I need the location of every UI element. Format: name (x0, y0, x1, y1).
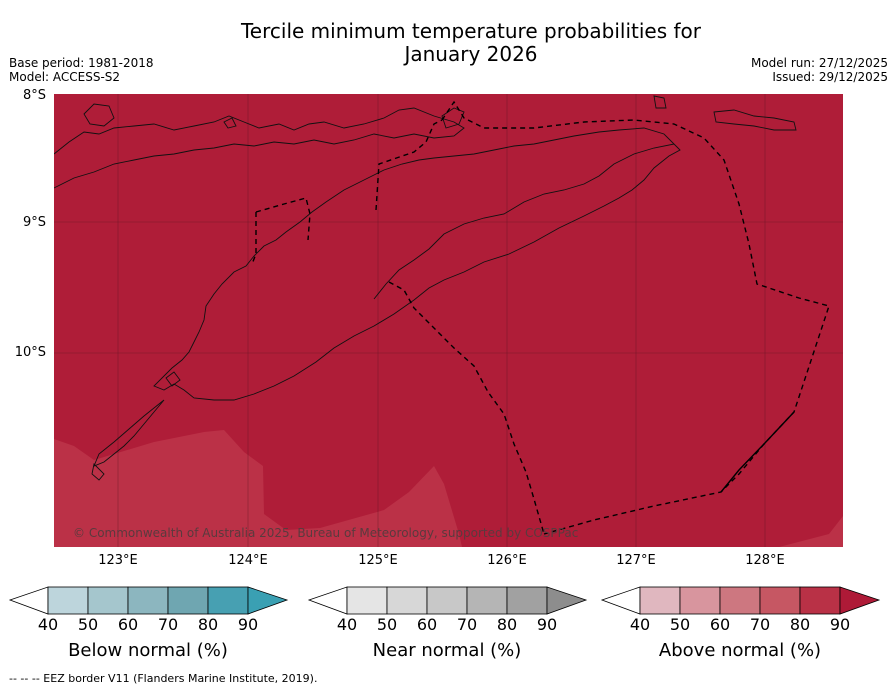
near-normal-label: Near normal (%) (372, 640, 522, 661)
near-swatch-50 (386, 586, 428, 615)
below-tick-60: 60 (117, 615, 139, 634)
map-svg (54, 94, 843, 547)
above-swatch-60 (719, 586, 761, 615)
lon-label-124e: 124°E (228, 553, 268, 568)
eez-border (251, 100, 830, 535)
lon-label-125e: 125°E (358, 553, 398, 568)
above-swatch-50 (679, 586, 721, 615)
above-tick-40: 40 (629, 615, 651, 634)
title-line-1: Tercile minimum temperature probabilitie… (240, 19, 702, 43)
above-tick-80: 80 (789, 615, 811, 634)
near-tick-40: 40 (336, 615, 358, 634)
near-tick-90: 90 (536, 615, 558, 634)
colorbar-above-normal (600, 586, 881, 615)
above-swatch-70 (759, 586, 801, 615)
near-tick-80: 80 (496, 615, 518, 634)
above-swatch-80 (799, 586, 841, 615)
below-swatch-70 (167, 586, 209, 615)
above-normal-80-region-west (54, 430, 462, 547)
eez-footnote: -- -- -- EEZ border V11 (Flanders Marine… (9, 672, 318, 685)
map-title: Tercile minimum temperature probabilitie… (0, 20, 896, 66)
below-swatch-40 (47, 586, 89, 615)
eez-border-solid (720, 411, 795, 493)
near-swatch-80 (506, 586, 548, 615)
near-tick-70: 70 (456, 615, 478, 634)
meta-right: Model run: 27/12/2025 Issued: 29/12/2025 (751, 56, 888, 84)
below-swatch-50 (87, 586, 129, 615)
title-line-2: January 2026 (404, 42, 538, 66)
lat-label-10s: 10°S (14, 345, 46, 360)
below-tick-90: 90 (237, 615, 259, 634)
lon-label-128e: 128°E (745, 553, 785, 568)
below-tick-70: 70 (157, 615, 179, 634)
model-name: Model: ACCESS-S2 (9, 70, 121, 84)
meta-left: Base period: 1981-2018 Model: ACCESS-S2 (9, 56, 154, 84)
above-tick-50: 50 (669, 615, 691, 634)
base-period: Base period: 1981-2018 (9, 56, 154, 70)
below-swatch-80 (207, 586, 249, 615)
near-tick-50: 50 (376, 615, 398, 634)
below-swatch-60 (127, 586, 169, 615)
coastlines (54, 95, 797, 481)
issued-date: Issued: 29/12/2025 (772, 70, 888, 84)
above-tick-90: 90 (829, 615, 851, 634)
below-normal-label: Below normal (%) (68, 640, 228, 661)
lat-label-9s: 9°S (22, 215, 46, 230)
lon-label-127e: 127°E (616, 553, 656, 568)
below-tick-50: 50 (77, 615, 99, 634)
above-tick-70: 70 (749, 615, 771, 634)
copyright-notice: © Commonwealth of Australia 2025, Bureau… (73, 526, 579, 540)
lat-label-8s: 8°S (22, 88, 46, 103)
below-tick-40: 40 (37, 615, 59, 634)
above-normal-label: Above normal (%) (658, 640, 822, 661)
below-tick-80: 80 (197, 615, 219, 634)
above-tick-60: 60 (709, 615, 731, 634)
model-run: Model run: 27/12/2025 (750, 56, 888, 70)
above-normal-80-region-east (779, 516, 843, 547)
lon-label-126e: 126°E (487, 553, 527, 568)
near-tick-60: 60 (416, 615, 438, 634)
near-swatch-40 (346, 586, 388, 615)
colorbar-below-normal (8, 586, 289, 615)
lon-label-123e: 123°E (98, 553, 138, 568)
above-swatch-40 (639, 586, 681, 615)
map-panel: © Commonwealth of Australia 2025, Bureau… (54, 94, 843, 547)
near-swatch-70 (466, 586, 508, 615)
colorbar-near-normal (307, 586, 588, 615)
near-swatch-60 (426, 586, 468, 615)
